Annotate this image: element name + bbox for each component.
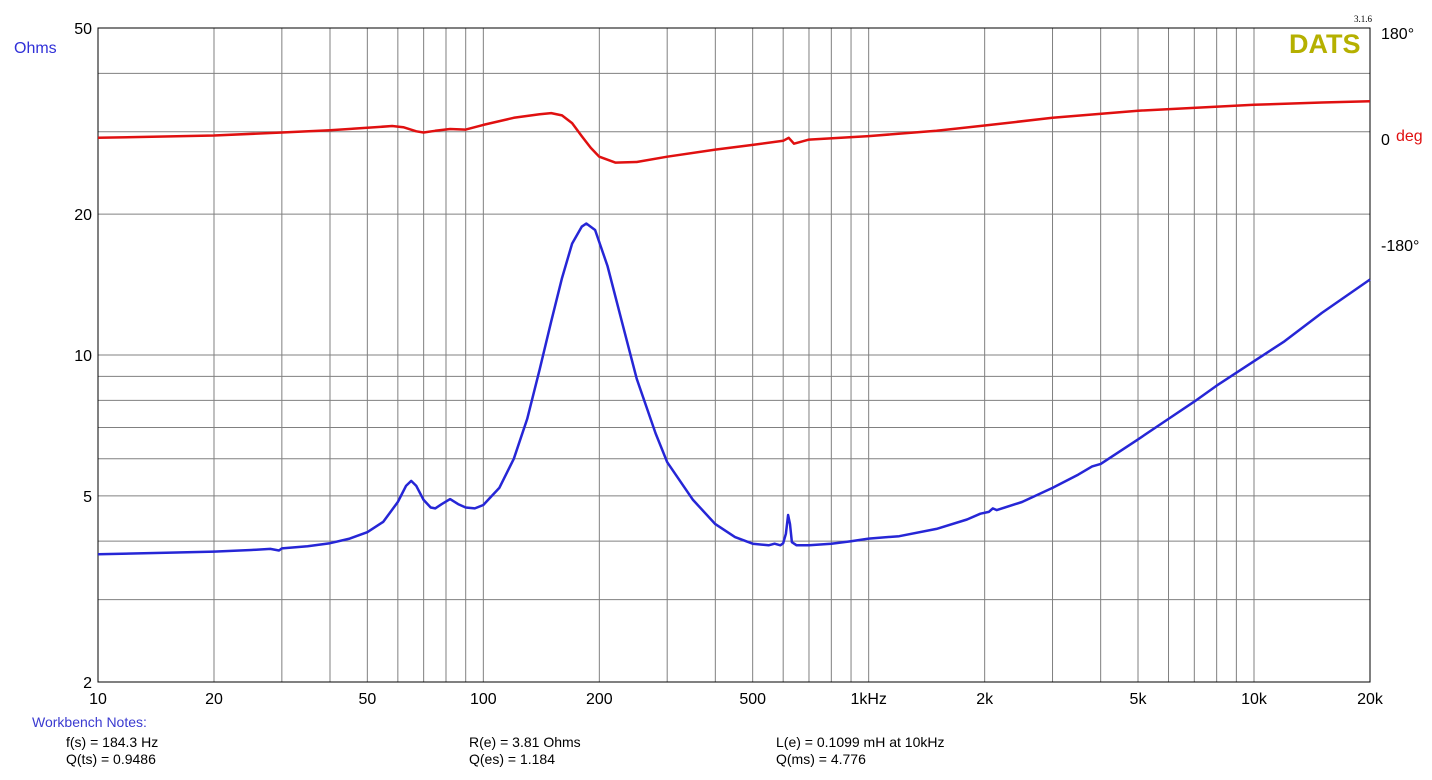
x-tick-label: 20k <box>1357 691 1384 708</box>
re-value: R(e) = 3.81 Ohms <box>469 734 581 750</box>
notes-title: Workbench Notes: <box>32 714 147 730</box>
x-tick-label: 5k <box>1130 691 1148 708</box>
y-tick-label: 2 <box>83 675 92 692</box>
y-unit-label: Ohms <box>14 40 57 57</box>
x-tick-label: 50 <box>358 691 376 708</box>
x-tick-label: 100 <box>470 691 497 708</box>
grid <box>98 28 1370 682</box>
le-value: L(e) = 0.1099 mH at 10kHz <box>776 734 945 750</box>
x-tick-label: 200 <box>586 691 613 708</box>
y2-unit-label: deg <box>1396 128 1423 145</box>
x-tick-label: 1kHz <box>850 691 886 708</box>
y-axis-ticks: 50 20 10 5 2 <box>74 21 92 692</box>
x-tick-label: 20 <box>205 691 223 708</box>
fs-value: f(s) = 184.3 Hz <box>66 734 159 750</box>
y-tick-label: 50 <box>74 21 92 38</box>
impedance-phase-chart: 10 20 50 100 200 500 1kHz 2k 5k 10k 20k 50 20 10 5 2 1… <box>14 14 1423 708</box>
x-axis-ticks: 10 20 50 100 200 500 1kHz 2k 5k 10k 20k <box>89 691 1384 708</box>
y-tick-label: 10 <box>74 348 92 365</box>
y-tick-label: 5 <box>83 489 92 506</box>
y2-axis-ticks: 180° 0 -180° <box>1381 26 1419 255</box>
qts-value: Q(ts) = 0.9486 <box>66 751 156 767</box>
x-tick-label: 500 <box>739 691 766 708</box>
y2-tick-label: -180° <box>1381 238 1419 255</box>
version-label: 3.1.6 <box>1354 14 1373 24</box>
y-tick-label: 20 <box>74 207 92 224</box>
x-tick-label: 10k <box>1241 691 1268 708</box>
plot-frame <box>97 27 1371 683</box>
phase-series-line <box>97 100 1371 164</box>
y2-tick-label: 0 <box>1381 132 1390 149</box>
qms-value: Q(ms) = 4.776 <box>776 751 866 767</box>
dats-logo: DATS <box>1289 29 1361 59</box>
y2-tick-label: 180° <box>1381 26 1414 43</box>
impedance-series-line <box>97 222 1371 556</box>
qes-value: Q(es) = 1.184 <box>469 751 555 767</box>
workbench-notes: Workbench Notes: f(s) = 184.3 Hz Q(ts) =… <box>0 714 1432 780</box>
x-tick-label: 10 <box>89 691 107 708</box>
x-tick-label: 2k <box>976 691 994 708</box>
